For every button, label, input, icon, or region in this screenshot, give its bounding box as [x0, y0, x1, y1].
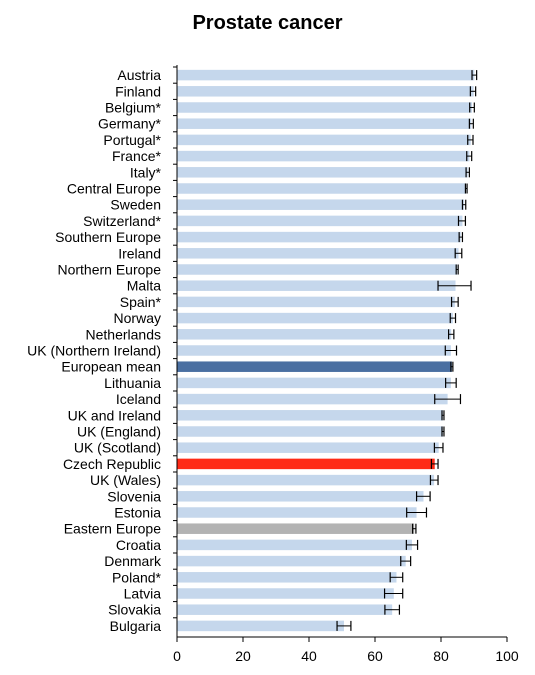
bar: [177, 458, 435, 470]
bar: [177, 345, 451, 356]
bar: [177, 329, 452, 340]
category-label: Iceland: [116, 391, 161, 407]
bar: [177, 410, 443, 421]
bar: [177, 312, 453, 324]
category-label: UK and Ireland: [68, 407, 161, 423]
category-label: Central Europe: [67, 181, 161, 197]
bar: [177, 102, 473, 113]
bar: [177, 69, 475, 81]
x-tick-label: 80: [433, 648, 449, 664]
bar: [177, 572, 397, 583]
bar: [177, 199, 465, 210]
bar: [177, 167, 468, 178]
bar: [177, 555, 406, 567]
x-tick-label: 20: [235, 648, 251, 664]
bar: [177, 361, 452, 372]
bar: [177, 150, 470, 162]
category-label: Slovakia: [108, 602, 161, 618]
category-label: Northern Europe: [57, 262, 161, 278]
bar: [177, 296, 455, 308]
category-label: UK (Scotland): [74, 440, 161, 456]
x-tick-label: 0: [173, 648, 181, 664]
bar: [177, 264, 458, 275]
bar: [177, 604, 393, 615]
bar: [177, 280, 456, 291]
bar: [177, 248, 459, 259]
bar: [177, 86, 474, 97]
x-tick-label: 100: [495, 648, 519, 664]
bar: [177, 183, 467, 194]
bar: [177, 442, 439, 453]
category-label: Bulgaria: [110, 618, 162, 634]
category-label: European mean: [61, 359, 161, 375]
category-label: Czech Republic: [63, 456, 161, 472]
bar: [177, 523, 415, 534]
category-label: UK (England): [77, 424, 161, 440]
category-label: Netherlands: [86, 326, 162, 342]
category-label: Croatia: [116, 537, 161, 553]
category-label: Malta: [127, 278, 161, 294]
bar: [177, 491, 424, 502]
category-label: UK (Northern Ireland): [27, 343, 161, 359]
x-tick-label: 60: [367, 648, 383, 664]
category-label: Spain*: [120, 294, 162, 310]
category-label: Austria: [117, 67, 161, 83]
bar: [177, 118, 472, 129]
bar: [177, 426, 443, 437]
bar: [177, 134, 471, 146]
category-label: Finland: [115, 83, 161, 99]
bar: [177, 539, 412, 551]
bar: [177, 620, 344, 632]
bar: [177, 393, 448, 405]
category-label: Denmark: [104, 553, 162, 569]
category-label: Estonia: [114, 505, 161, 521]
category-label: Eastern Europe: [64, 521, 161, 537]
category-label: Southern Europe: [55, 229, 161, 245]
category-label: Germany*: [98, 116, 162, 132]
chart-title: Prostate cancer: [192, 12, 343, 34]
bar: [177, 588, 394, 599]
bar: [177, 215, 463, 227]
category-label: Ireland: [118, 245, 161, 261]
category-label: Italy*: [130, 164, 162, 180]
category-label: UK (Wales): [90, 472, 161, 488]
bar: [177, 231, 461, 243]
category-label: Sweden: [110, 197, 161, 213]
bar: [177, 474, 435, 486]
category-label: France*: [112, 148, 162, 164]
category-label: Switzerland*: [83, 213, 161, 229]
category-label: Poland*: [112, 569, 162, 585]
bar: [177, 507, 417, 518]
category-label: Slovenia: [107, 488, 161, 504]
category-label: Portugal*: [103, 132, 161, 148]
category-label: Lithuania: [104, 375, 161, 391]
category-label: Latvia: [124, 586, 162, 602]
category-label: Belgium*: [105, 100, 162, 116]
category-label: Norway: [114, 310, 161, 326]
bar: [177, 377, 451, 389]
x-tick-label: 40: [301, 648, 317, 664]
